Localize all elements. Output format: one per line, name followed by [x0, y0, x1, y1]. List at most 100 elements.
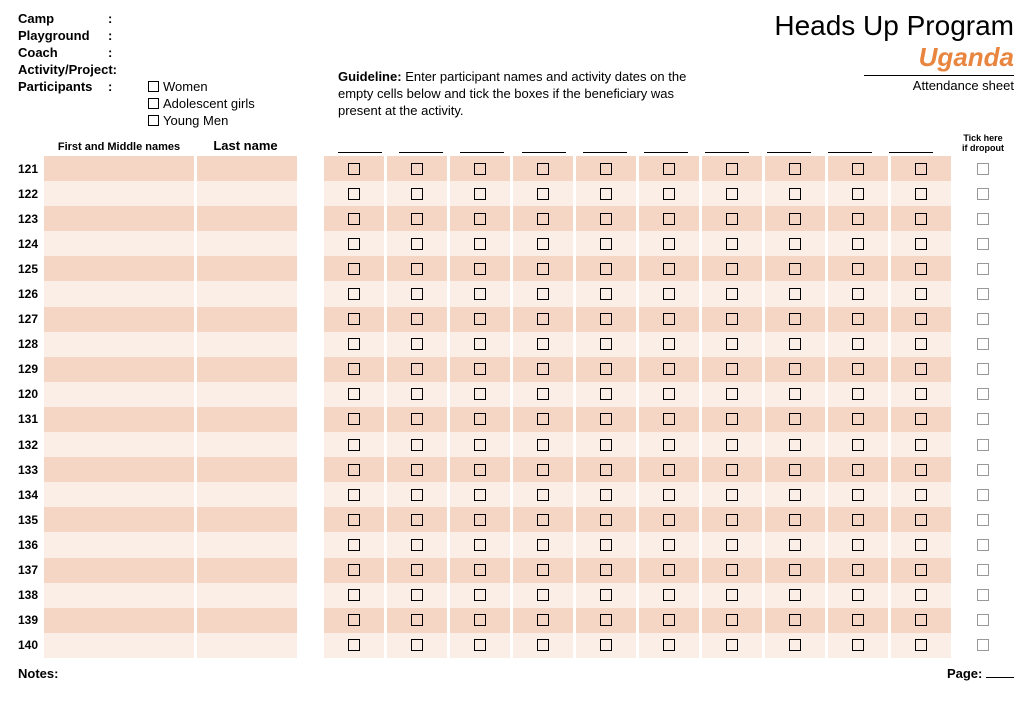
attendance-cell[interactable] [639, 432, 699, 457]
attendance-cell[interactable] [576, 583, 636, 608]
attendance-cell[interactable] [387, 608, 447, 633]
attendance-cell[interactable] [324, 156, 384, 181]
attendance-cell[interactable] [387, 532, 447, 557]
attendance-cell[interactable] [576, 307, 636, 332]
checkbox-icon[interactable] [348, 188, 360, 200]
attendance-cell[interactable] [702, 382, 762, 407]
checkbox-icon[interactable] [977, 489, 989, 501]
last-name-cell[interactable] [197, 382, 297, 407]
attendance-cell[interactable] [450, 583, 510, 608]
dropout-cell[interactable] [952, 357, 1014, 382]
attendance-cell[interactable] [828, 206, 888, 231]
attendance-cell[interactable] [576, 558, 636, 583]
attendance-cell[interactable] [639, 457, 699, 482]
attendance-cell[interactable] [702, 457, 762, 482]
last-name-cell[interactable] [197, 256, 297, 281]
checkbox-icon[interactable] [852, 163, 864, 175]
checkbox-icon[interactable] [726, 188, 738, 200]
checkbox-icon[interactable] [600, 313, 612, 325]
first-name-cell[interactable] [44, 558, 194, 583]
attendance-cell[interactable] [450, 532, 510, 557]
checkbox-icon[interactable] [600, 489, 612, 501]
checkbox-icon[interactable] [726, 514, 738, 526]
checkbox-icon[interactable] [726, 589, 738, 601]
attendance-cell[interactable] [765, 583, 825, 608]
checkbox-icon[interactable] [474, 564, 486, 576]
checkbox-icon[interactable] [411, 439, 423, 451]
checkbox-icon[interactable] [411, 388, 423, 400]
checkbox-icon[interactable] [852, 188, 864, 200]
checkbox-icon[interactable] [915, 413, 927, 425]
checkbox-icon[interactable] [977, 238, 989, 250]
last-name-cell[interactable] [197, 558, 297, 583]
checkbox-icon[interactable] [789, 514, 801, 526]
checkbox-icon[interactable] [474, 439, 486, 451]
attendance-cell[interactable] [891, 256, 951, 281]
checkbox-icon[interactable] [915, 313, 927, 325]
checkbox-icon[interactable] [726, 238, 738, 250]
last-name-cell[interactable] [197, 608, 297, 633]
checkbox-icon[interactable] [600, 514, 612, 526]
attendance-cell[interactable] [324, 181, 384, 206]
date-header-blank[interactable] [574, 141, 635, 153]
attendance-cell[interactable] [828, 608, 888, 633]
checkbox-icon[interactable] [474, 313, 486, 325]
checkbox-icon[interactable] [537, 188, 549, 200]
checkbox-icon[interactable] [537, 213, 549, 225]
attendance-cell[interactable] [765, 532, 825, 557]
checkbox-icon[interactable] [537, 288, 549, 300]
attendance-cell[interactable] [513, 583, 573, 608]
checkbox-icon[interactable] [915, 288, 927, 300]
checkbox-icon[interactable] [789, 413, 801, 425]
checkbox-icon[interactable] [915, 263, 927, 275]
checkbox-icon[interactable] [474, 514, 486, 526]
checkbox-icon[interactable] [852, 288, 864, 300]
checkbox-icon[interactable] [474, 388, 486, 400]
last-name-cell[interactable] [197, 206, 297, 231]
checkbox-icon[interactable] [852, 514, 864, 526]
checkbox-icon[interactable] [852, 388, 864, 400]
attendance-cell[interactable] [702, 181, 762, 206]
attendance-cell[interactable] [639, 156, 699, 181]
attendance-cell[interactable] [639, 407, 699, 432]
checkbox-icon[interactable] [411, 489, 423, 501]
checkbox-icon[interactable] [600, 539, 612, 551]
checkbox-icon[interactable] [915, 188, 927, 200]
checkbox-icon[interactable] [852, 564, 864, 576]
checkbox-icon[interactable] [474, 464, 486, 476]
checkbox-icon[interactable] [537, 564, 549, 576]
attendance-cell[interactable] [324, 608, 384, 633]
checkbox-icon[interactable] [348, 238, 360, 250]
first-name-cell[interactable] [44, 281, 194, 306]
checkbox-icon[interactable] [348, 413, 360, 425]
attendance-cell[interactable] [450, 357, 510, 382]
checkbox-icon[interactable] [726, 639, 738, 651]
first-name-cell[interactable] [44, 583, 194, 608]
attendance-cell[interactable] [828, 507, 888, 532]
attendance-cell[interactable] [513, 281, 573, 306]
attendance-cell[interactable] [891, 307, 951, 332]
attendance-cell[interactable] [450, 307, 510, 332]
date-header-blank[interactable] [329, 141, 390, 153]
checkbox-icon[interactable] [977, 188, 989, 200]
checkbox-icon[interactable] [977, 263, 989, 275]
checkbox-icon[interactable] [600, 614, 612, 626]
attendance-cell[interactable] [324, 532, 384, 557]
attendance-cell[interactable] [324, 357, 384, 382]
attendance-cell[interactable] [828, 307, 888, 332]
date-header-blank[interactable] [390, 141, 451, 153]
checkbox-icon[interactable] [411, 188, 423, 200]
attendance-cell[interactable] [513, 407, 573, 432]
attendance-cell[interactable] [828, 558, 888, 583]
checkbox-icon[interactable] [474, 614, 486, 626]
attendance-cell[interactable] [576, 181, 636, 206]
attendance-cell[interactable] [513, 633, 573, 658]
attendance-cell[interactable] [450, 608, 510, 633]
attendance-cell[interactable] [576, 382, 636, 407]
checkbox-icon[interactable] [148, 115, 159, 126]
dropout-cell[interactable] [952, 332, 1014, 357]
attendance-cell[interactable] [765, 457, 825, 482]
checkbox-icon[interactable] [411, 263, 423, 275]
attendance-cell[interactable] [828, 281, 888, 306]
attendance-cell[interactable] [513, 482, 573, 507]
